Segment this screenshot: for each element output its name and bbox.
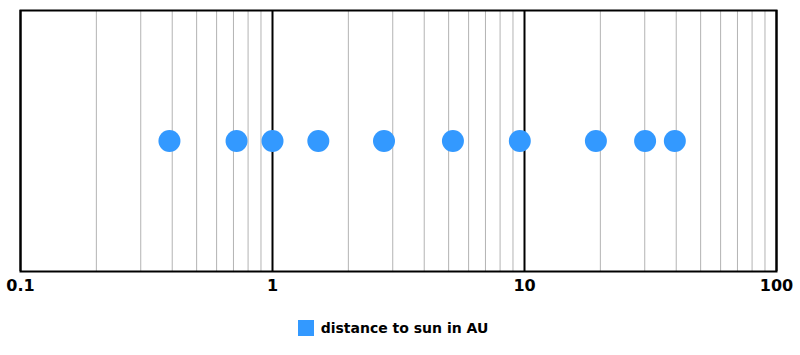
svg-text:0.1: 0.1 — [6, 276, 34, 295]
svg-text:1: 1 — [267, 276, 278, 295]
svg-text:10: 10 — [513, 276, 535, 295]
svg-text:100: 100 — [760, 276, 793, 295]
html-text:distance to sun in AU: distance to sun in AU — [320, 319, 489, 336]
